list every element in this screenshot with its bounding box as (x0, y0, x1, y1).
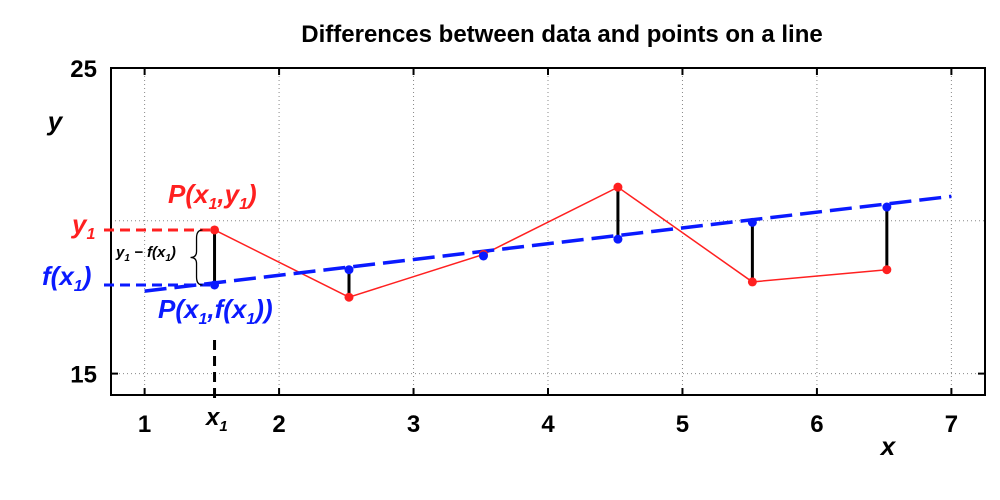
plot-frame (110, 67, 986, 396)
line-point (210, 280, 220, 290)
point-data-label: P(x1,y1) (168, 179, 257, 213)
x-tick-label: 1 (138, 411, 151, 438)
data-point (210, 225, 220, 235)
x-tick-label: 6 (810, 411, 823, 438)
x1-tick-label: x1 (204, 404, 228, 435)
line-point (613, 234, 623, 244)
y-axis-label: y (46, 106, 64, 136)
y-tick-label: 25 (70, 56, 97, 83)
data-point (882, 265, 892, 275)
fx1-label: f(x1) (42, 261, 91, 295)
data-point (344, 292, 354, 302)
line-point (344, 265, 354, 275)
text-layer: Differences between data and points on a… (42, 21, 958, 461)
point-line-label: P(x1,f(x1)) (158, 294, 273, 328)
line-point (882, 202, 892, 212)
x-tick-label: 4 (541, 411, 555, 438)
grid-layer (111, 68, 985, 395)
data-point (613, 182, 623, 192)
difference-brace (190, 229, 203, 286)
chart-title: Differences between data and points on a… (301, 21, 822, 48)
line-point (747, 217, 757, 227)
y1-label: y1 (70, 209, 95, 243)
fitted-line (144, 194, 952, 293)
y-tick-label: 15 (70, 362, 97, 389)
axes-layer (110, 67, 986, 396)
line-point (478, 251, 488, 261)
series-layer (144, 182, 952, 302)
x-axis-label: x (879, 431, 897, 461)
x-tick-label: 3 (407, 411, 420, 438)
x-tick-label: 2 (272, 411, 285, 438)
data-series-line (214, 186, 887, 299)
x-tick-label: 5 (676, 411, 689, 438)
x-tick-label: 7 (945, 411, 958, 438)
data-point (747, 277, 757, 287)
difference-label: y1 − f(x1) (115, 244, 176, 264)
